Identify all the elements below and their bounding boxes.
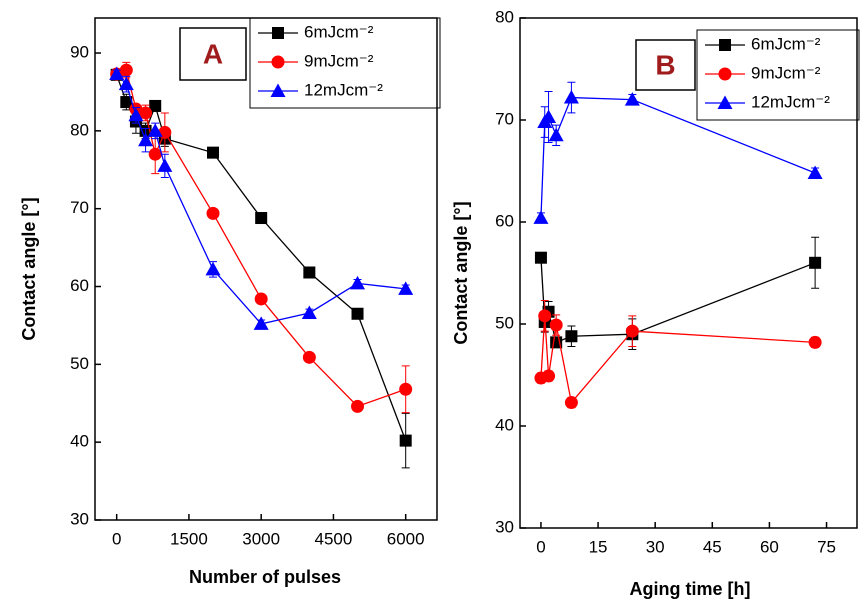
marker <box>158 125 172 139</box>
x-tick-label: 45 <box>703 537 722 556</box>
y-tick-label: 40 <box>70 432 89 451</box>
marker <box>139 106 153 120</box>
x-tick-label: 0 <box>536 537 545 556</box>
x-tick-label: 4500 <box>315 529 353 548</box>
marker <box>548 127 564 142</box>
panel-label: A <box>203 38 223 69</box>
marker <box>809 256 822 269</box>
y-tick-label: 60 <box>495 211 514 230</box>
marker <box>808 335 822 349</box>
marker <box>807 165 823 180</box>
x-axis-label: Aging time [h] <box>630 579 751 599</box>
y-tick-label: 40 <box>495 415 514 434</box>
panel-label-box <box>635 39 696 91</box>
marker <box>301 305 317 319</box>
marker <box>205 261 221 276</box>
marker <box>303 266 316 279</box>
series-line <box>540 315 816 404</box>
marker <box>254 292 268 306</box>
marker <box>718 67 732 81</box>
x-tick-label: 60 <box>760 537 779 556</box>
panel-label: B <box>655 49 675 80</box>
legend-box <box>696 29 860 121</box>
series-line <box>540 96 816 218</box>
marker <box>399 434 412 447</box>
marker <box>538 309 552 323</box>
marker <box>272 27 284 39</box>
x-tick-label: 3000 <box>242 529 280 548</box>
y-tick-label: 50 <box>70 354 89 373</box>
marker <box>118 76 134 91</box>
marker <box>157 158 173 172</box>
marker <box>534 251 547 264</box>
marker <box>564 396 578 410</box>
marker <box>255 212 268 225</box>
marker <box>253 316 269 330</box>
legend-label: 6mJcm⁻² <box>751 34 821 53</box>
legend-label: 12mJcm⁻² <box>304 80 383 99</box>
marker <box>541 109 557 123</box>
legend-label: 9mJcm⁻² <box>304 51 374 70</box>
marker <box>271 55 285 69</box>
y-tick-label: 70 <box>70 198 89 217</box>
marker <box>120 96 133 109</box>
x-axis-label: Number of pulses <box>189 567 341 587</box>
marker <box>206 206 220 220</box>
legend-label: 9mJcm⁻² <box>751 63 821 82</box>
marker <box>149 99 162 112</box>
y-tick-label: 30 <box>495 517 514 536</box>
x-tick-label: 6000 <box>387 529 425 548</box>
x-tick-label: 15 <box>589 537 608 556</box>
marker <box>302 350 316 364</box>
marker <box>109 66 125 81</box>
marker <box>351 307 364 320</box>
legend-box <box>249 17 441 109</box>
y-tick-label: 30 <box>70 509 89 528</box>
y-axis-label: Contact angle [°] <box>19 197 39 340</box>
marker <box>119 63 133 77</box>
panel: 30 40 50 60 70 80 90 0 1500 3000 4500 6000 Number of… <box>19 17 441 587</box>
y-tick-label: 70 <box>495 109 514 128</box>
y-axis-label: Contact angle [°] <box>451 201 471 344</box>
marker <box>138 132 154 147</box>
y-tick-label: 50 <box>495 313 514 332</box>
marker <box>351 399 365 413</box>
marker <box>717 95 733 109</box>
series-line <box>540 257 816 344</box>
marker <box>270 83 286 97</box>
marker <box>533 210 549 224</box>
legend-label: 6mJcm⁻² <box>304 22 374 41</box>
marker <box>207 146 220 159</box>
marker <box>128 107 144 122</box>
marker <box>147 123 163 137</box>
y-tick-label: 60 <box>70 276 89 295</box>
marker <box>542 369 556 383</box>
marker <box>549 318 563 332</box>
legend-label: 12mJcm⁻² <box>751 92 830 111</box>
plot-frame <box>94 17 438 521</box>
plot-frame <box>519 17 858 529</box>
x-tick-label: 75 <box>817 537 836 556</box>
marker <box>148 147 162 161</box>
x-tick-label: 30 <box>646 537 665 556</box>
marker <box>565 330 578 343</box>
marker <box>625 324 639 338</box>
panel-label-box <box>179 27 247 81</box>
marker <box>624 92 640 106</box>
marker <box>563 90 579 104</box>
y-tick-label: 80 <box>70 120 89 139</box>
marker <box>398 281 414 295</box>
marker <box>399 382 413 396</box>
marker <box>350 275 366 290</box>
y-tick-label: 80 <box>495 7 514 26</box>
panel: 30 40 50 60 70 80 0 15 30 45 60 75 Aging time [h] Con… <box>451 7 860 599</box>
marker <box>719 39 731 51</box>
x-tick-label: 0 <box>112 529 121 548</box>
x-tick-label: 1500 <box>170 529 208 548</box>
y-tick-label: 90 <box>70 43 89 62</box>
